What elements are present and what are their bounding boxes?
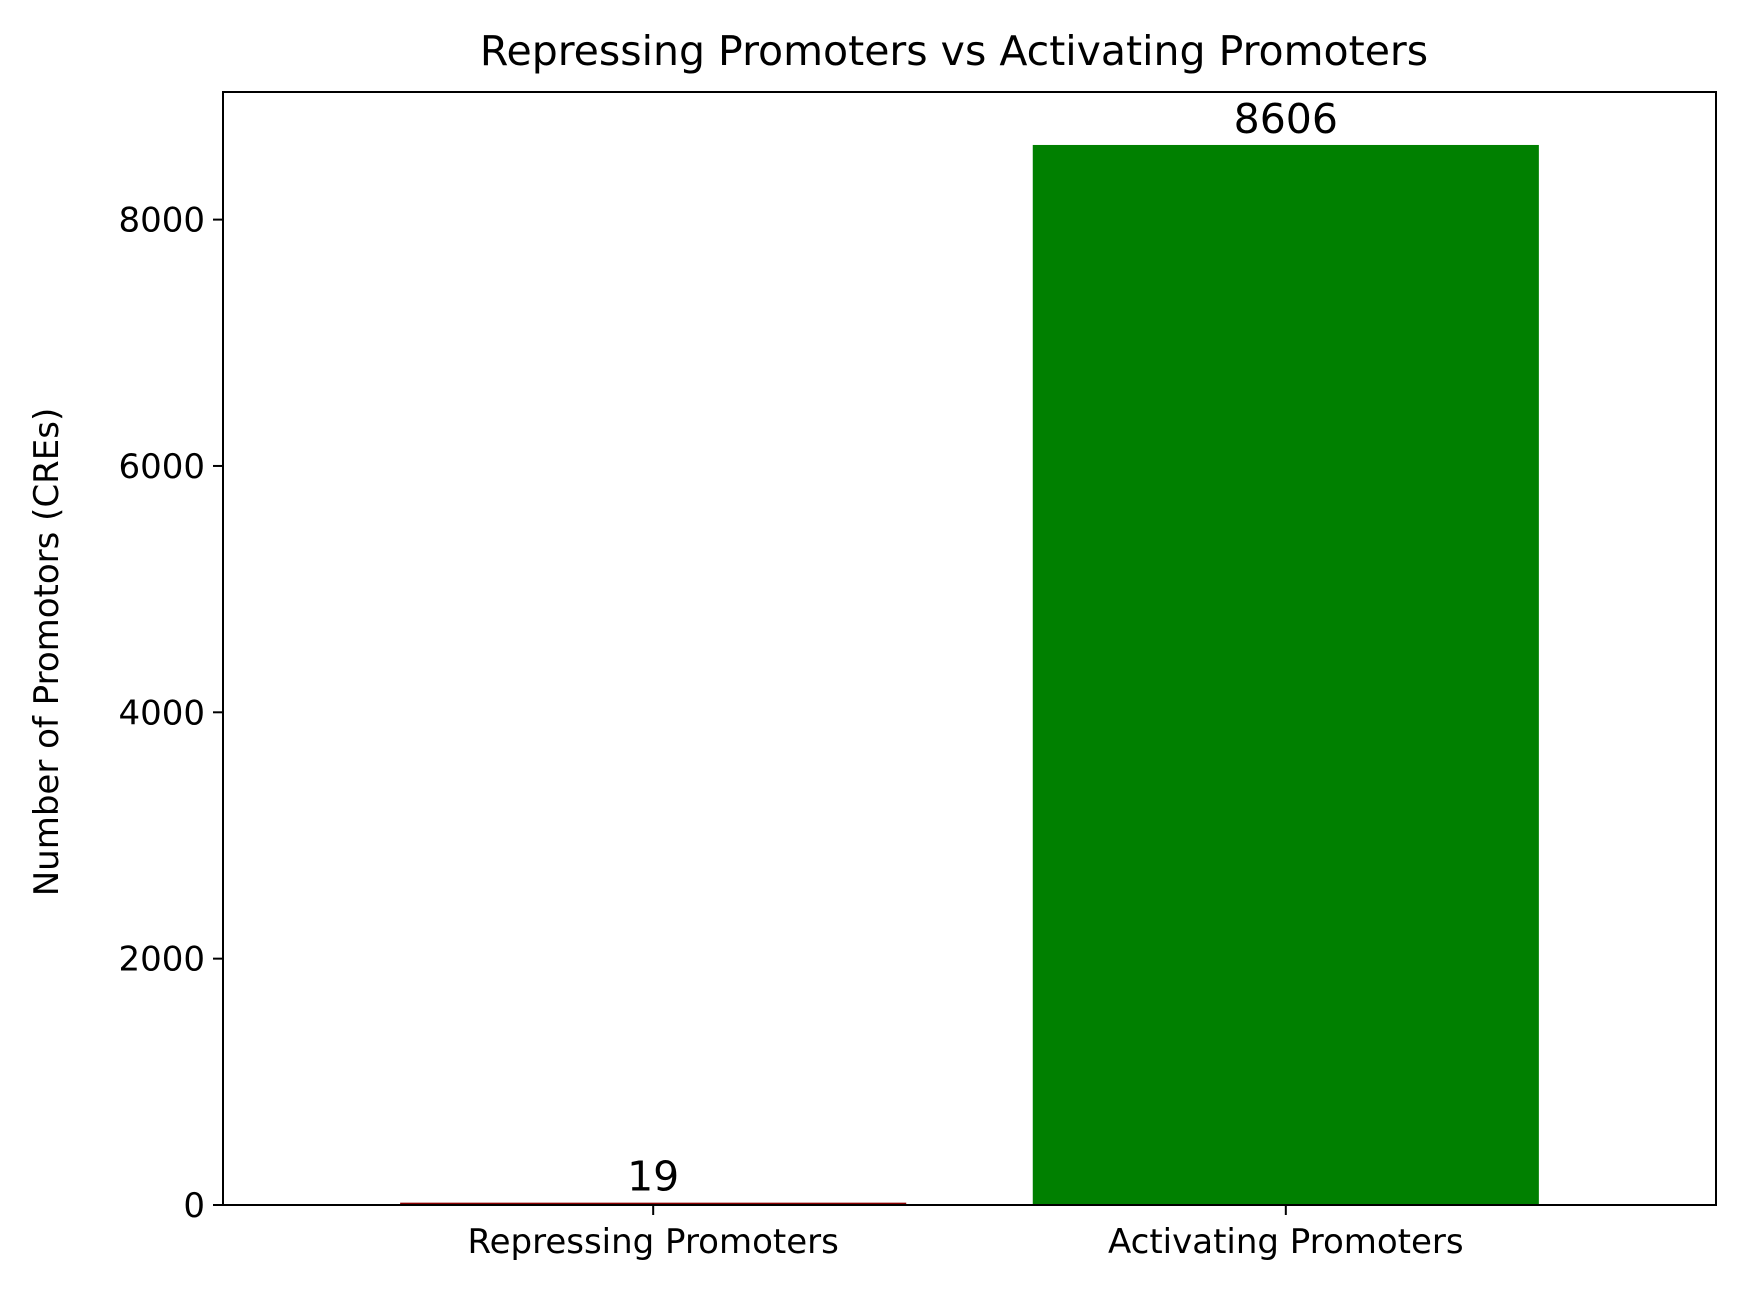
y-tick-label: 2000 [118, 940, 205, 980]
x-tick-label: Repressing Promoters [467, 1222, 838, 1262]
y-tick-label: 0 [183, 1186, 205, 1226]
bar-activating-promoters [1032, 144, 1539, 1205]
y-tick-label: 4000 [118, 693, 205, 733]
data-label-activating-promoters: 8606 [1234, 95, 1338, 143]
data-labels-layer: 19 8606 [627, 95, 1338, 1201]
data-label-repressing-promoters: 19 [627, 1153, 679, 1201]
y-tick-label: 6000 [118, 447, 205, 487]
bars-layer [400, 144, 1539, 1205]
bar-repressing-promoters [400, 1202, 907, 1205]
y-axis-label: Number of Promotors (CREs) [27, 408, 67, 897]
y-tick-label: 8000 [118, 201, 205, 241]
chart-title: Repressing Promoters vs Activating Promo… [480, 27, 1428, 75]
plot-frame [222, 91, 1717, 1206]
x-axis: Repressing Promoters Activating Promoters [467, 1205, 1464, 1262]
x-tick-label: Activating Promoters [1108, 1222, 1464, 1262]
y-axis: 0 2000 4000 6000 8000 [118, 201, 223, 1226]
